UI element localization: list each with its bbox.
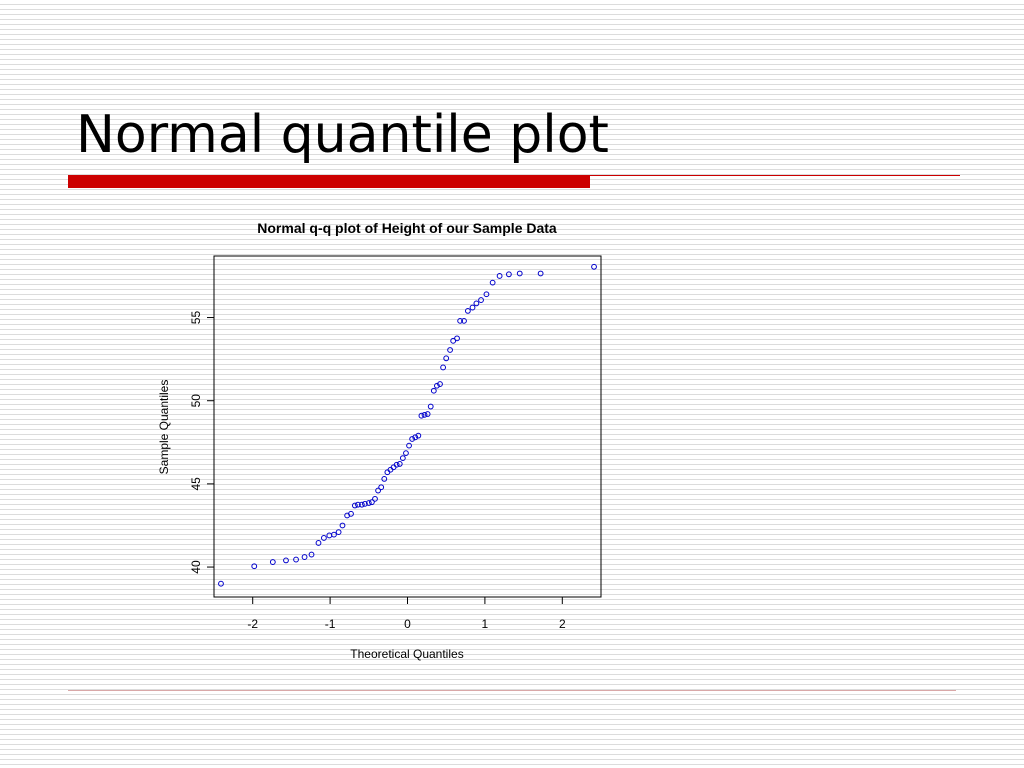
data-point <box>447 347 453 353</box>
data-point <box>399 455 406 462</box>
data-point <box>473 300 480 307</box>
data-point <box>378 484 385 491</box>
plot-frame <box>213 255 602 598</box>
data-point <box>218 580 224 587</box>
y-tick-label: 45 <box>189 477 203 491</box>
data-point <box>412 434 419 441</box>
data-point <box>469 304 476 311</box>
data-point <box>454 335 460 342</box>
data-point <box>427 403 434 410</box>
data-point <box>381 475 388 482</box>
x-tick-label: 0 <box>404 617 411 631</box>
data-point <box>415 432 422 439</box>
title-accent-line <box>590 175 960 176</box>
x-tick-label: -1 <box>325 617 336 631</box>
data-point <box>516 270 523 277</box>
data-point <box>339 522 346 529</box>
data-point <box>358 501 365 508</box>
x-axis: -2 -1 0 1 2 <box>247 597 566 631</box>
title-accent-bar <box>68 175 590 188</box>
data-point <box>315 540 322 546</box>
data-point <box>418 412 425 419</box>
data-point <box>440 364 447 371</box>
data-point <box>424 411 431 417</box>
data-point <box>368 499 375 506</box>
data-point <box>351 502 358 509</box>
data-point <box>335 529 342 536</box>
data-points <box>218 263 597 587</box>
data-point <box>283 557 289 564</box>
data-point <box>443 355 450 362</box>
data-point <box>365 500 372 506</box>
x-tick-label: 2 <box>559 617 566 631</box>
data-point <box>375 487 381 494</box>
data-point <box>326 532 333 539</box>
data-point <box>437 381 443 387</box>
y-tick-label: 55 <box>189 311 203 325</box>
data-point <box>591 263 597 270</box>
y-tick-label: 40 <box>189 560 203 574</box>
y-tick-label: 50 <box>189 394 203 408</box>
data-point <box>372 495 378 502</box>
data-point <box>348 510 354 517</box>
data-point <box>461 317 467 324</box>
footer-rule <box>68 690 956 691</box>
data-point <box>483 291 490 298</box>
data-point <box>496 273 503 279</box>
data-point <box>457 317 464 324</box>
chart-title: Normal q-q plot of Height of our Sample … <box>257 220 557 236</box>
data-point <box>251 563 258 570</box>
data-point <box>331 531 337 538</box>
data-point <box>301 554 308 560</box>
data-point <box>269 559 276 565</box>
data-point <box>464 307 471 314</box>
data-point <box>396 461 403 467</box>
data-point <box>293 556 299 563</box>
data-point <box>321 535 327 541</box>
slide-title: Normal quantile plot <box>76 105 609 165</box>
y-axis-label: Sample Quantiles <box>157 380 171 475</box>
x-tick-label: -2 <box>247 617 258 631</box>
data-point <box>489 279 496 286</box>
data-point <box>537 270 544 277</box>
data-point <box>406 442 412 449</box>
x-axis-label: Theoretical Quantiles <box>350 647 463 661</box>
data-point <box>403 450 409 457</box>
data-point <box>478 297 484 303</box>
data-point <box>430 387 437 394</box>
data-point <box>505 271 512 278</box>
data-point <box>355 501 361 508</box>
x-tick-label: 1 <box>482 617 489 631</box>
data-point <box>362 500 368 507</box>
data-point <box>421 411 428 418</box>
data-point <box>434 382 440 389</box>
data-point <box>393 461 400 468</box>
y-axis: 40 45 50 55 <box>189 311 214 574</box>
data-point <box>308 551 315 558</box>
data-point <box>409 436 416 442</box>
